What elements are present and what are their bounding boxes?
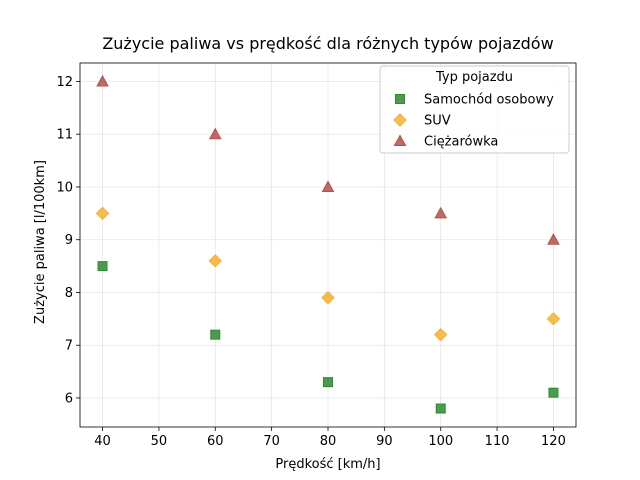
axis-ticks: 40 50 60 70 80 90 100 110 120 6 7 8 9 10 11 12 [56,75,565,449]
series-3 [96,74,560,245]
legend: Typ pojazdu Samochód osobowy SUV Ciężarówk… [379,65,570,154]
data-point [547,233,560,245]
data-point [208,254,222,268]
legend-marker [395,94,405,104]
legend-marker [393,113,407,127]
data-point [210,329,221,340]
series-2 [95,206,561,342]
x-tick-label: 70 [263,434,280,449]
plot-frame [79,62,577,428]
y-axis-label: Zużycie paliwa [l/100km] [33,160,48,324]
y-tick-label: 11 [56,128,73,143]
x-tick-label: 40 [94,434,111,449]
data-point [96,74,109,87]
y-tick-label: 9 [65,233,73,248]
y-tick-label: 6 [65,391,73,406]
data-point [208,127,222,140]
data-point [548,387,559,398]
x-tick-label: 90 [376,434,393,449]
x-tick-label: 120 [541,434,566,449]
x-tick-label: 110 [485,434,510,449]
legend-label: SUV [424,114,451,129]
legend-title: Typ pojazdu [435,70,513,85]
data-point [435,403,446,414]
x-tick-label: 100 [428,434,453,449]
y-tick-label: 7 [65,339,73,354]
series-1 [97,261,559,414]
data-point [95,206,110,221]
data-point [546,312,561,326]
x-axis-label: Prędkość [km/h] [275,457,380,472]
x-tick-label: 50 [151,434,168,449]
data-point [97,261,108,272]
x-tick-label: 60 [207,434,224,449]
y-tick-label: 8 [65,286,73,301]
data-point [434,206,448,219]
x-tick-label: 80 [320,434,337,449]
legend-label: Samochód osobowy [424,93,554,108]
data-points [95,74,561,414]
chart-title: Zużycie paliwa vs prędkość dla różnych t… [102,34,553,53]
legend-marker [393,134,407,146]
data-point [323,377,333,388]
data-point [321,180,335,192]
data-point [434,327,448,342]
data-point [321,291,335,305]
legend-box [379,65,570,154]
legend-label: Ciężarówka [424,135,498,150]
y-tick-label: 10 [56,180,73,195]
y-tick-label: 12 [56,75,73,90]
